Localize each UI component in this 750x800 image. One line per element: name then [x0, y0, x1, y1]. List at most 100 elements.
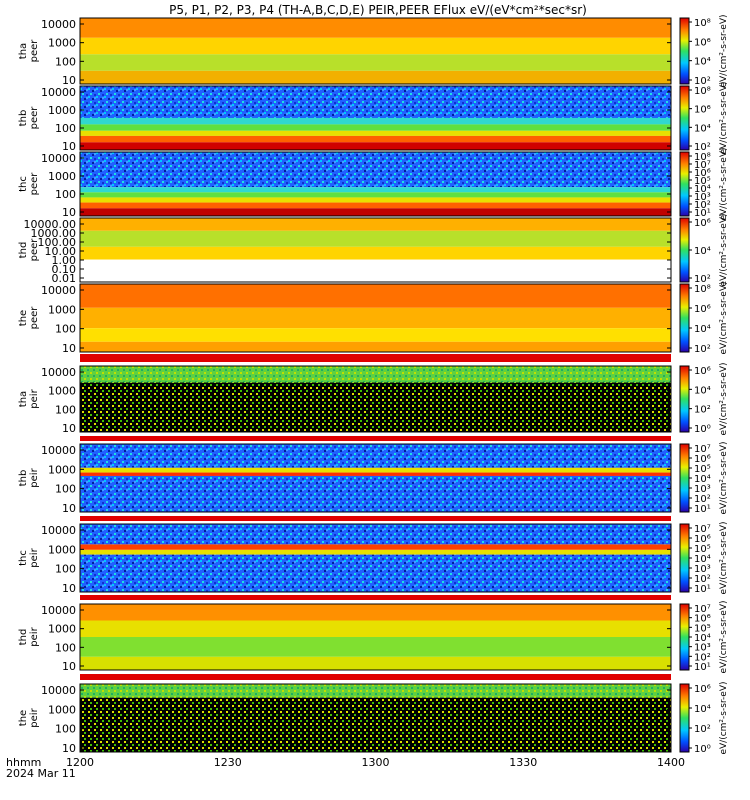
spectrogram-image [80, 366, 671, 432]
colorbar-tick-label: 10⁸ [694, 284, 711, 295]
x-tick-label: 1330 [509, 756, 537, 769]
spectrogram-image [80, 284, 671, 352]
x-tick-label: 1300 [362, 756, 390, 769]
y-axis-label-probe: thc [18, 550, 29, 566]
y-tick-label: 100 [55, 403, 76, 416]
panels-group: 10000 1000 100 10 tha peer 10⁸ 10⁶ 10⁴ 10² eV/(cm²… [18, 14, 729, 755]
colorbar-tick-label: 10⁴ [694, 554, 711, 565]
panel-frame [79, 443, 672, 513]
x-tick-label: 1200 [66, 756, 94, 769]
colorbar-tick-label: 10⁷ [694, 444, 711, 455]
colorbar-tick-label: 10¹ [694, 584, 711, 595]
panel-frame [79, 151, 672, 217]
y-tick-label: 10000 [41, 152, 76, 165]
colorbar-tick-label: 10⁶ [694, 168, 711, 179]
y-axis-label-probe: tha [18, 391, 29, 407]
colorbar-tick-label: 10⁶ [694, 37, 711, 48]
y-axis-label-species: peer [29, 106, 40, 130]
colorbar-label: eV/(cm²-s-sr-eV) [719, 681, 729, 754]
y-axis-label-species: peer [29, 172, 40, 196]
colorbar-tick-label: 10⁴ [694, 385, 711, 396]
y-tick-label: 1000 [48, 303, 76, 316]
panel-frame [79, 85, 672, 151]
colorbar-tick-label: 10² [694, 274, 711, 285]
y-tick-label: 100 [55, 188, 76, 201]
colorbar-tick-label: 10⁴ [694, 57, 711, 68]
y-tick-label: 10 [62, 742, 76, 755]
colorbar-tick-label: 10⁵ [694, 623, 711, 634]
colorbar-tick-label: 10⁸ [694, 152, 711, 163]
colorbar-label: eV/(cm²-s-sr-eV) [719, 600, 729, 673]
y-axis-label-species: peir [29, 707, 40, 727]
colorbar-tick-label: 10² [694, 344, 711, 355]
y-tick-label: 10000.00 [24, 218, 77, 231]
colorbar-label: eV/(cm²-s-sr-eV) [719, 441, 729, 514]
colorbar-tick-label: 10¹ [694, 662, 711, 673]
quality-flag-bar [80, 516, 671, 521]
colorbar [679, 443, 690, 513]
y-tick-label: 1000 [48, 703, 76, 716]
colorbar-tick-label: 10⁴ [694, 184, 711, 195]
y-tick-label: 100 [55, 563, 76, 576]
colorbar-tick-label: 10² [694, 652, 711, 663]
colorbar-tick-label: 10⁴ [694, 123, 711, 134]
colorbar-tick-label: 10⁵ [694, 544, 711, 555]
y-tick-label: 100 [55, 122, 76, 135]
y-tick-label: 1000 [48, 104, 76, 117]
spectrogram-panel-thc-peir: 10000 1000 100 10 thc peir 10⁷10⁶10⁵10⁴10³10²1… [18, 521, 729, 595]
y-tick-label: 10000 [41, 284, 76, 297]
spectrogram-panel-the-peir: 10000 1000 100 10 the peir 10⁶ 10⁴ 10² 10⁰ eV/(cm²… [18, 681, 729, 755]
y-axis-label-probe: thd [18, 242, 29, 259]
colorbar-tick-label: 10³ [694, 643, 711, 654]
panel-frame [79, 603, 672, 671]
x-tick-label: 1230 [214, 756, 242, 769]
colorbar-tick-label: 10⁴ [694, 246, 711, 257]
colorbar-tick-label: 10⁴ [694, 474, 711, 485]
quality-flag-bar [80, 674, 671, 680]
spectrogram-image [80, 684, 671, 752]
quality-flag-bar [80, 595, 671, 600]
colorbar-tick-label: 10³ [694, 192, 711, 203]
y-tick-label: 1000 [48, 170, 76, 183]
y-tick-label: 100 [55, 55, 76, 68]
colorbar-tick-label: 10⁸ [694, 18, 711, 29]
y-axis-label-probe: thd [18, 629, 29, 646]
y-tick-label: 10 [62, 422, 76, 435]
y-tick-label: 100 [55, 323, 76, 336]
spectrogram-panel-the-peer: 10000 1000 100 10 the peer 10⁸ 10⁶ 10⁴ 10² eV/(cm²… [18, 281, 729, 355]
colorbar-tick-label: 10⁵ [694, 464, 711, 475]
y-axis-label-species: peir [29, 626, 40, 646]
spectrogram-panel-thb-peir: 10000 1000 100 10 thb peir 10⁷10⁶10⁵10⁴10³10²1… [18, 441, 729, 515]
colorbar-tick-label: 10³ [694, 564, 711, 575]
y-tick-label: 10000 [41, 604, 76, 617]
colorbar-tick-label: 10⁴ [694, 704, 711, 715]
panel-frame [79, 523, 672, 593]
colorbar-label: eV/(cm²-s-sr-eV) [719, 281, 729, 354]
spectrogram-image [80, 218, 671, 282]
colorbar [679, 683, 690, 753]
y-tick-label: 0.10 [52, 263, 77, 276]
x-tick-label: 1400 [657, 756, 685, 769]
y-tick-label: 1.00 [52, 254, 77, 267]
colorbar-tick-label: 10² [694, 724, 711, 735]
y-tick-label: 10.00 [45, 245, 77, 258]
colorbar-label: eV/(cm²-s-sr-eV) [719, 14, 729, 87]
spectrogram-image [80, 524, 671, 592]
colorbar-label: eV/(cm²-s-sr-eV) [719, 362, 729, 435]
y-tick-label: 1000 [48, 385, 76, 398]
y-tick-label: 10 [62, 502, 76, 515]
y-tick-label: 0.01 [52, 272, 77, 285]
y-tick-label: 1000 [48, 37, 76, 50]
quality-flag-bar [80, 436, 671, 441]
spectrogram-image [80, 444, 671, 512]
quality-flag-bar [80, 354, 671, 362]
colorbar-tick-label: 10² [694, 405, 711, 416]
y-axis-label-species: peir [29, 467, 40, 487]
y-tick-label: 10000 [41, 366, 76, 379]
colorbar-tick-label: 10⁵ [694, 176, 711, 187]
colorbar-tick-label: 10² [694, 200, 711, 211]
panel-frame [79, 17, 672, 85]
colorbar-tick-label: 10⁷ [694, 524, 711, 535]
